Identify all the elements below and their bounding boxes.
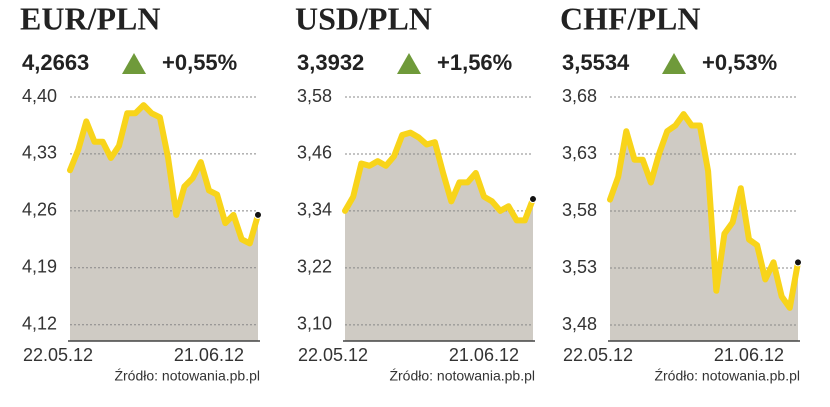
x-tick-label: 22.05.12	[23, 345, 93, 365]
y-tick-label: 4,26	[22, 200, 57, 220]
y-tick-label: 3,48	[562, 314, 597, 334]
y-tick-label: 3,58	[562, 200, 597, 220]
pair-title: EUR/PLN	[20, 0, 160, 36]
y-tick-label: 3,53	[562, 257, 597, 277]
x-tick-label: 21.06.12	[714, 345, 784, 365]
up-arrow	[662, 53, 686, 74]
line	[607, 111, 801, 311]
y-tick-label: 4,33	[22, 143, 57, 163]
y-tick-label: 3,68	[562, 86, 597, 106]
y-tick-label: 3,22	[297, 257, 332, 277]
source: Źródło: notowania.pb.pl	[114, 368, 260, 384]
rate-change: +0,53%	[702, 50, 777, 75]
last-point	[529, 195, 537, 204]
y-tick-label: 4,12	[22, 313, 57, 333]
pair-title: USD/PLN	[295, 0, 432, 36]
last-point	[254, 210, 262, 219]
x-tick-label: 22.05.12	[298, 345, 368, 365]
x-tick-label: 21.06.12	[174, 345, 244, 365]
source: Źródło: notowania.pb.pl	[389, 368, 535, 384]
pair-title: CHF/PLN	[560, 0, 700, 36]
y-tick-label: 3,58	[297, 86, 332, 106]
rate-value: 4,2663	[22, 50, 89, 75]
up-arrow	[122, 53, 146, 74]
last-point	[794, 258, 802, 267]
x-tick-label: 22.05.12	[563, 345, 633, 365]
y-tick-label: 3,46	[297, 143, 332, 163]
line	[67, 102, 261, 247]
source: Źródło: notowania.pb.pl	[654, 368, 800, 384]
up-arrow	[397, 53, 421, 74]
area	[345, 132, 533, 341]
area	[70, 105, 258, 341]
x-tick-label: 21.06.12	[449, 345, 519, 365]
rate-value: 3,3932	[297, 50, 364, 75]
rate-change: +1,56%	[437, 50, 512, 75]
rate-value: 3,5534	[562, 50, 630, 75]
y-tick-label: 4,40	[22, 86, 57, 106]
y-tick-label: 3,10	[297, 314, 332, 334]
y-tick-label: 3,34	[297, 200, 332, 220]
rate-change: +0,55%	[162, 50, 237, 75]
y-tick-label: 3,63	[562, 143, 597, 163]
y-tick-label: 4,19	[22, 257, 57, 277]
line	[342, 129, 536, 224]
